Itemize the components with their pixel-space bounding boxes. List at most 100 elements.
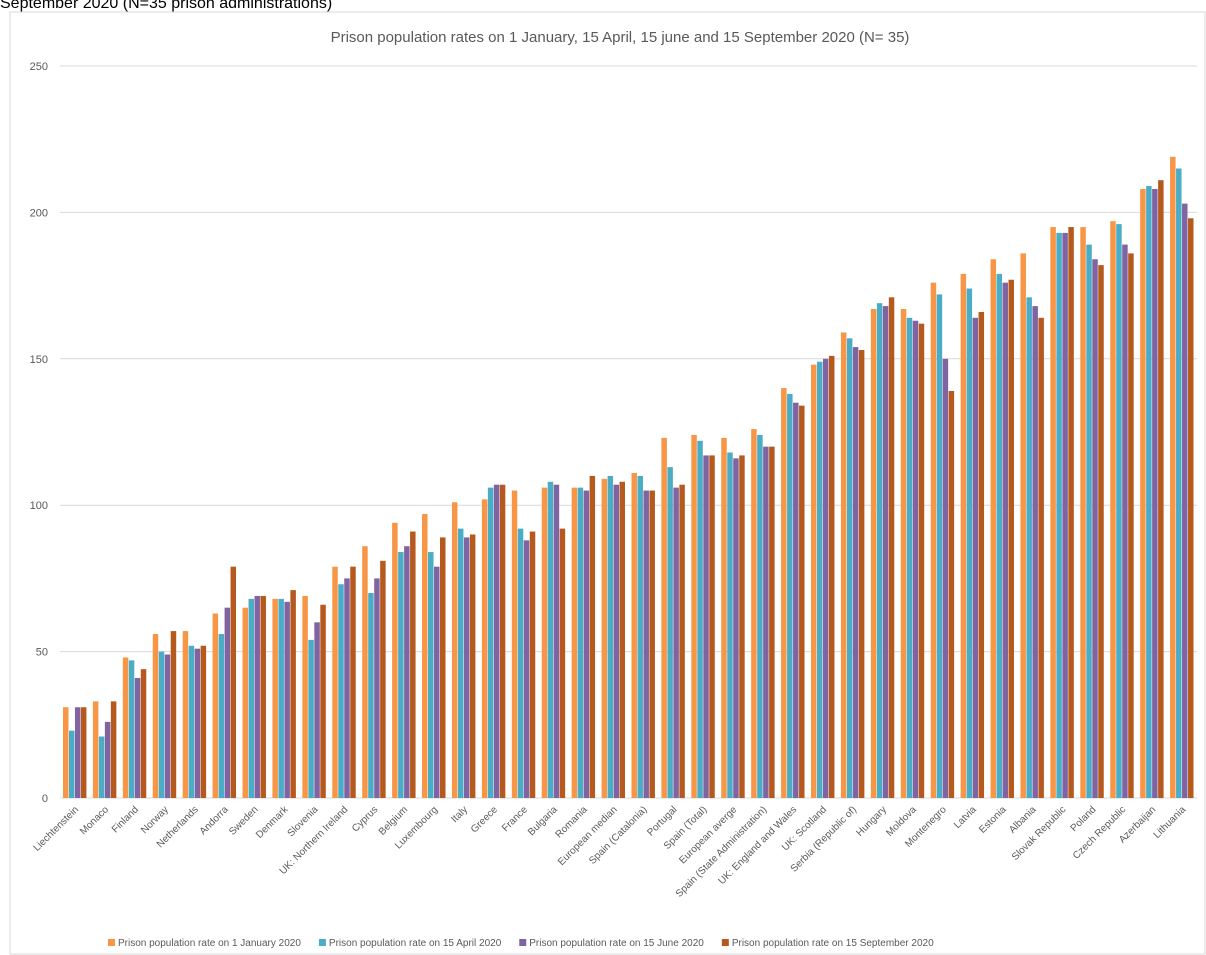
bar: [278, 598, 284, 798]
bar: [553, 484, 560, 798]
bar: [92, 701, 99, 798]
x-tick-label: Lithuania: [1152, 804, 1189, 841]
x-tick-label: Estonia: [977, 804, 1009, 836]
legend-swatch: [721, 939, 729, 946]
bar: [619, 481, 626, 798]
bar: [104, 721, 111, 798]
bar: [1176, 168, 1182, 799]
bar: [906, 317, 913, 798]
bar: [80, 707, 87, 798]
y-tick-label: 50: [36, 647, 48, 659]
y-tick-label: 150: [30, 354, 48, 366]
bar: [302, 595, 308, 798]
bar: [1122, 244, 1128, 798]
bar: [134, 677, 141, 798]
bar: [679, 484, 685, 798]
bar: [248, 598, 254, 798]
bar: [344, 578, 350, 798]
bar: [158, 651, 165, 798]
bar: [1146, 186, 1152, 799]
x-tick-label: Greece: [469, 804, 500, 835]
bar: [200, 645, 207, 798]
bar: [912, 320, 919, 798]
bar: [350, 566, 356, 798]
x-tick-label: Italy: [449, 804, 470, 825]
bar: [739, 455, 745, 798]
bar: [62, 707, 69, 798]
bar: [164, 654, 171, 798]
bar: [140, 669, 147, 798]
bar: [769, 446, 775, 798]
bar: [763, 446, 769, 798]
bar: [757, 434, 763, 798]
bar: [254, 595, 260, 798]
bar: [463, 537, 470, 798]
bar: [787, 393, 793, 798]
bar: [888, 297, 895, 798]
bar: [1158, 180, 1164, 798]
bar: [733, 458, 739, 798]
bar: [1038, 317, 1044, 798]
bar: [523, 540, 530, 798]
bar: [434, 566, 440, 798]
bar: [781, 388, 787, 798]
bar: [559, 528, 566, 798]
bar: [481, 499, 488, 798]
y-tick-label: 250: [30, 61, 48, 73]
bar: [1056, 232, 1062, 798]
bar: [547, 481, 554, 798]
bar: [1026, 297, 1032, 798]
bar: [541, 487, 548, 798]
bar: [691, 434, 697, 798]
bar: [607, 475, 614, 798]
bar: [332, 566, 338, 798]
subtitle: September 2020 (N=35 prison administrati…: [0, 0, 332, 12]
x-tick-label: Czech Republic: [1071, 804, 1128, 861]
bar: [224, 607, 231, 798]
bar: [469, 534, 476, 798]
bar: [900, 309, 907, 798]
bar: [870, 309, 877, 798]
bar: [1080, 227, 1086, 799]
bar: [517, 528, 524, 798]
bar: [709, 455, 715, 798]
bar: [751, 429, 757, 798]
bar: [978, 311, 985, 798]
bar: [398, 552, 404, 798]
x-tick-label: Latvia: [952, 804, 979, 831]
bar: [128, 660, 135, 798]
bar: [1032, 306, 1038, 798]
bar: [362, 546, 368, 798]
bar: [493, 484, 500, 798]
bar: [1170, 156, 1176, 798]
chart-title: Prison population rates on 1 January, 15…: [331, 29, 910, 46]
x-tick-label: Finland: [110, 804, 141, 835]
legend-swatch: [108, 939, 115, 946]
bar: [996, 273, 1003, 798]
bar: [942, 358, 949, 798]
x-tick-label: Denmark: [254, 804, 291, 841]
bar: [290, 590, 296, 798]
bar: [721, 437, 727, 798]
bar: [1182, 203, 1188, 799]
bar: [272, 598, 278, 798]
bar: [392, 522, 398, 798]
bar: [673, 487, 679, 798]
bar: [218, 634, 225, 798]
bar: [697, 440, 703, 798]
bar: [170, 631, 177, 798]
bar: [930, 282, 937, 798]
bar: [428, 552, 434, 798]
bar: [422, 513, 428, 798]
bar: [338, 584, 344, 798]
bar: [308, 639, 314, 798]
bar: [1002, 282, 1008, 798]
bar: [511, 490, 518, 798]
bar: [74, 707, 81, 798]
bar: [990, 259, 997, 798]
y-tick-label: 100: [30, 500, 48, 512]
bar: [320, 604, 326, 798]
bar: [404, 546, 410, 798]
bar: [583, 490, 590, 798]
